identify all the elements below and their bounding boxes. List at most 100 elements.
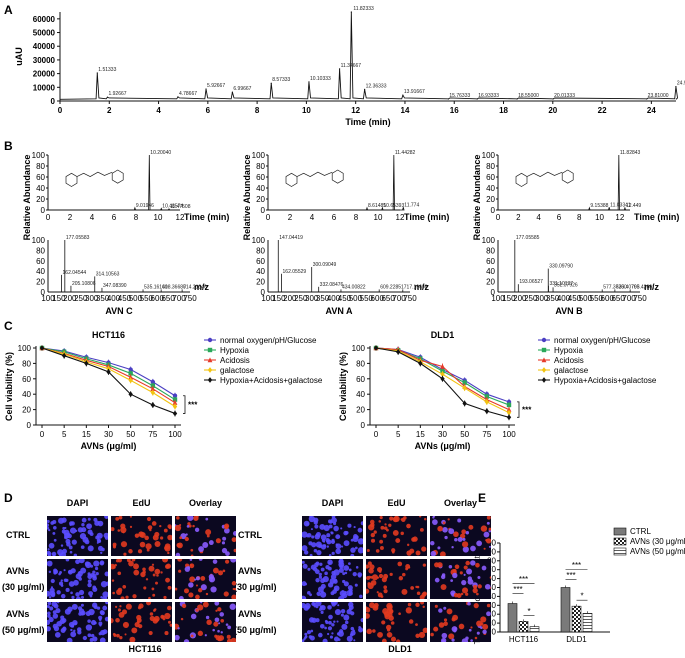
- hplc-peak: [106, 96, 109, 98]
- micrograph-row-label-dld1: CTRL: [238, 530, 262, 540]
- lc-y-tick-label: 60: [256, 173, 265, 182]
- ms-x-tick-label: 500: [129, 294, 143, 303]
- ms-x-tick-label: 250: [294, 294, 308, 303]
- ms-peak-label: 635.40793: [616, 284, 640, 290]
- bar-y-tick-label: 20: [487, 610, 496, 619]
- legend-label: AVNs (50 μg/ml): [630, 547, 685, 556]
- micrograph-row-label-hct116: AVNs: [6, 609, 29, 619]
- chemical-structure: [285, 169, 344, 187]
- viability-point: [39, 345, 45, 351]
- hplc-y-tick-label: 10000: [33, 83, 56, 92]
- bar-y-tick-label: 30: [487, 601, 496, 610]
- compound-label: AVN C: [105, 306, 133, 316]
- significance-label: ***: [188, 401, 198, 410]
- viability-x-tick-label: 100: [502, 430, 516, 439]
- ms-peak-label: 193.06527: [519, 279, 543, 285]
- viability-y-tick-label: 40: [22, 390, 31, 399]
- ms-y-tick-label: 80: [256, 246, 265, 255]
- lc-y-tick-label: 20: [486, 195, 495, 204]
- lc-peak-label: 11.03341: [610, 202, 631, 208]
- ms-x-tick-label: 350: [96, 294, 110, 303]
- ms-peak-label: 434.00822: [342, 284, 366, 290]
- significance-label: *: [527, 607, 530, 616]
- viability-x-tick-label: 50: [126, 430, 135, 439]
- viability-x-tick-label: 0: [40, 430, 45, 439]
- ms-peak-label: 714.21346: [183, 284, 207, 290]
- hplc-x-tick-label: 12: [351, 106, 360, 115]
- legend-swatch: [613, 537, 627, 546]
- ms-x-tick-label: 450: [568, 294, 582, 303]
- viability-y-tick-label: 20: [356, 406, 365, 415]
- viability-x-tick-label: 15: [82, 430, 91, 439]
- ms-x-tick-label: 150: [502, 294, 516, 303]
- lc-y-tick-label: 60: [36, 173, 45, 182]
- hplc-peak-label: 10.10333: [310, 76, 331, 82]
- hplc-peak-label: 11.82333: [353, 6, 374, 12]
- legend-label: Hypoxia: [220, 346, 249, 355]
- ms-x-tick-label: 300: [85, 294, 99, 303]
- lc-x-tick-label: 12: [396, 213, 405, 222]
- legend-marker: [207, 347, 213, 353]
- lc-y-tick-label: 20: [256, 195, 265, 204]
- ms-x-tick-label: 100: [261, 294, 275, 303]
- panel-label-e: E: [478, 491, 486, 505]
- hplc-y-tick-label: 0: [51, 97, 56, 106]
- ms-y-tick-label: 0: [41, 288, 46, 297]
- hplc-peak-label: 11.34667: [341, 63, 362, 69]
- hplc-peak: [308, 81, 310, 83]
- lc-y-tick-label: 20: [36, 195, 45, 204]
- viability-x-tick-label: 30: [104, 430, 113, 439]
- ms-x-tick-label: 300: [305, 294, 319, 303]
- hplc-peak-label: 8.57333: [272, 77, 290, 83]
- ms-peak-label: 162.04544: [63, 270, 87, 276]
- legend-swatch: [613, 547, 627, 556]
- bar: [507, 603, 518, 633]
- viability-x-tick-label: 75: [148, 430, 157, 439]
- lc-x-tick-label: 2: [288, 213, 293, 222]
- micrograph-row-label-dld1: (30 μg/ml): [234, 582, 277, 592]
- viability-point: [462, 385, 467, 391]
- ms-y-tick-label: 60: [486, 257, 495, 266]
- ms-x-tick-label: 300: [535, 294, 549, 303]
- hplc-peak-label: 16.93333: [478, 93, 499, 99]
- bar-y-tick-label: 10: [487, 619, 496, 628]
- viability-point: [172, 410, 178, 417]
- micrograph-column-label: EdU: [388, 498, 406, 508]
- lc-peak-label: 11.47508: [170, 204, 191, 210]
- micrograph-tile: [47, 559, 108, 599]
- hplc-peak: [646, 98, 648, 100]
- lc-x-tick-label: 6: [557, 213, 562, 222]
- lc-y-tick-label: 0: [261, 206, 266, 215]
- ms-x-tick-label: 350: [546, 294, 560, 303]
- viability-y-tick-label: 60: [22, 375, 31, 384]
- viability-point: [440, 371, 445, 378]
- legend-marker: [541, 357, 547, 363]
- ms-peak-label: 300.09049: [313, 262, 337, 268]
- significance-label: ***: [522, 406, 532, 415]
- micrograph-row-label-hct116: (30 μg/ml): [2, 582, 45, 592]
- hplc-peak: [96, 72, 98, 74]
- viability-x-axis-title: AVNs (μg/ml): [415, 441, 471, 451]
- viability-title: HCT116: [92, 330, 125, 340]
- viability-x-tick-label: 0: [374, 430, 379, 439]
- lc-y-tick-label: 40: [486, 184, 495, 193]
- ms-y-tick-label: 0: [491, 288, 496, 297]
- micrograph-column-label: EdU: [133, 498, 151, 508]
- significance-label: ***: [513, 585, 522, 594]
- compound-label: AVN B: [555, 306, 583, 316]
- lc-y-tick-label: 80: [36, 162, 45, 171]
- legend-label: Acidosis: [220, 356, 250, 365]
- lc-x-tick-label: 4: [90, 213, 95, 222]
- lc-peak-label: 11.82843: [620, 150, 641, 156]
- hplc-x-tick-label: 6: [206, 106, 211, 115]
- viability-series-line: [41, 347, 176, 407]
- viability-point: [484, 399, 490, 405]
- viability-y-tick-label: 100: [352, 344, 366, 353]
- bar-y-tick-label: 0: [492, 628, 497, 637]
- ms-y-tick-label: 40: [36, 267, 45, 276]
- viability-point: [484, 408, 490, 414]
- ms-x-axis-title: m/z: [414, 282, 430, 292]
- ms-x-tick-label: 750: [183, 294, 197, 303]
- ms-x-tick-label: 100: [491, 294, 505, 303]
